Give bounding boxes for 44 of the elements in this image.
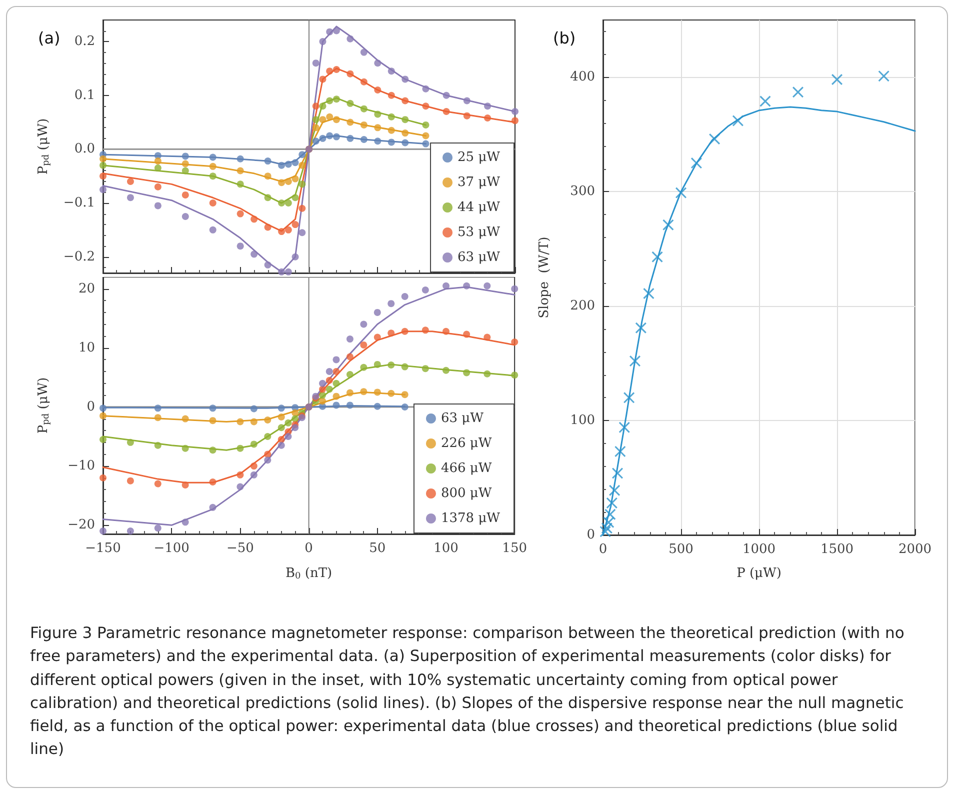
y-tick-label: 0.1 xyxy=(74,88,95,103)
x-axis-title: P (μW) xyxy=(736,566,782,581)
y-tick-label: 200 xyxy=(570,298,595,314)
x-tick-label: −150 xyxy=(85,541,121,556)
y-tick-label: 0 xyxy=(86,399,95,414)
y-tick-label: −20 xyxy=(68,518,95,533)
x-tick-label: 50 xyxy=(369,541,386,556)
legend-label: 63 μW xyxy=(458,250,501,265)
x-tick-label: 150 xyxy=(502,541,528,556)
legend-label: 53 μW xyxy=(458,225,501,240)
y-tick-label: 400 xyxy=(570,70,595,85)
x-tick-label: 0 xyxy=(304,541,313,556)
y-tick-label: 0.2 xyxy=(74,34,95,50)
y-tick-label: 100 xyxy=(570,413,595,428)
legend-label: 63 μW xyxy=(440,411,484,426)
x-tick-label: 1000 xyxy=(742,542,776,557)
legend-label: 800 μW xyxy=(440,486,492,501)
y-tick-label: 10 xyxy=(78,340,95,356)
y-tick-label: 300 xyxy=(570,184,595,200)
x-tick-label: 2000 xyxy=(898,542,932,557)
x-tick-label: −100 xyxy=(154,541,190,556)
y-tick-label: 0 xyxy=(586,528,595,542)
legend-label: 226 μW xyxy=(440,436,492,451)
text: (b) xyxy=(553,28,576,48)
y-tick-label: −0.1 xyxy=(63,196,95,211)
legend-label: 466 μW xyxy=(440,461,492,476)
text: (a) xyxy=(38,28,60,48)
legend-label: 25 μW xyxy=(458,150,501,165)
x-tick-label: 0 xyxy=(598,542,608,557)
legend-label: 44 μW xyxy=(458,200,501,215)
y-axis-title: Ppd (μW) xyxy=(36,118,52,175)
y-tick-label: −0.2 xyxy=(63,249,95,264)
y-axis-title: Ppd (μW) xyxy=(36,377,52,434)
x-tick-label: 100 xyxy=(434,541,458,556)
caption: Figure 3 Parametric resonance magnetometer response: comparison between the theoretical prediction (with no free parameters) and the experimental data. (a) Superposition of experimental measurements (color disks) for different optical powers (given in the inset, with 10% systematic uncertainty coming from optical power calibration) and theoretical predictions (solid lines). (b) Slopes of the dispersive response near the null magnetic field, as a function of the optical power: experimental data (blue crosses) and theoretical predictions (blue solid line) xyxy=(30,623,906,760)
legend-label: 1378 μW xyxy=(440,511,501,526)
y-tick-label: 0.0 xyxy=(74,142,95,157)
legend-label: 37 μW xyxy=(458,175,501,190)
x-tick-label: 1500 xyxy=(820,542,854,557)
y-tick-label: −10 xyxy=(68,458,95,474)
y-axis-title: Slope (W/T) xyxy=(537,236,552,318)
y-tick-label: 20 xyxy=(78,281,95,296)
x-tick-label: −50 xyxy=(226,541,254,556)
x-tick-label: 500 xyxy=(668,542,694,557)
